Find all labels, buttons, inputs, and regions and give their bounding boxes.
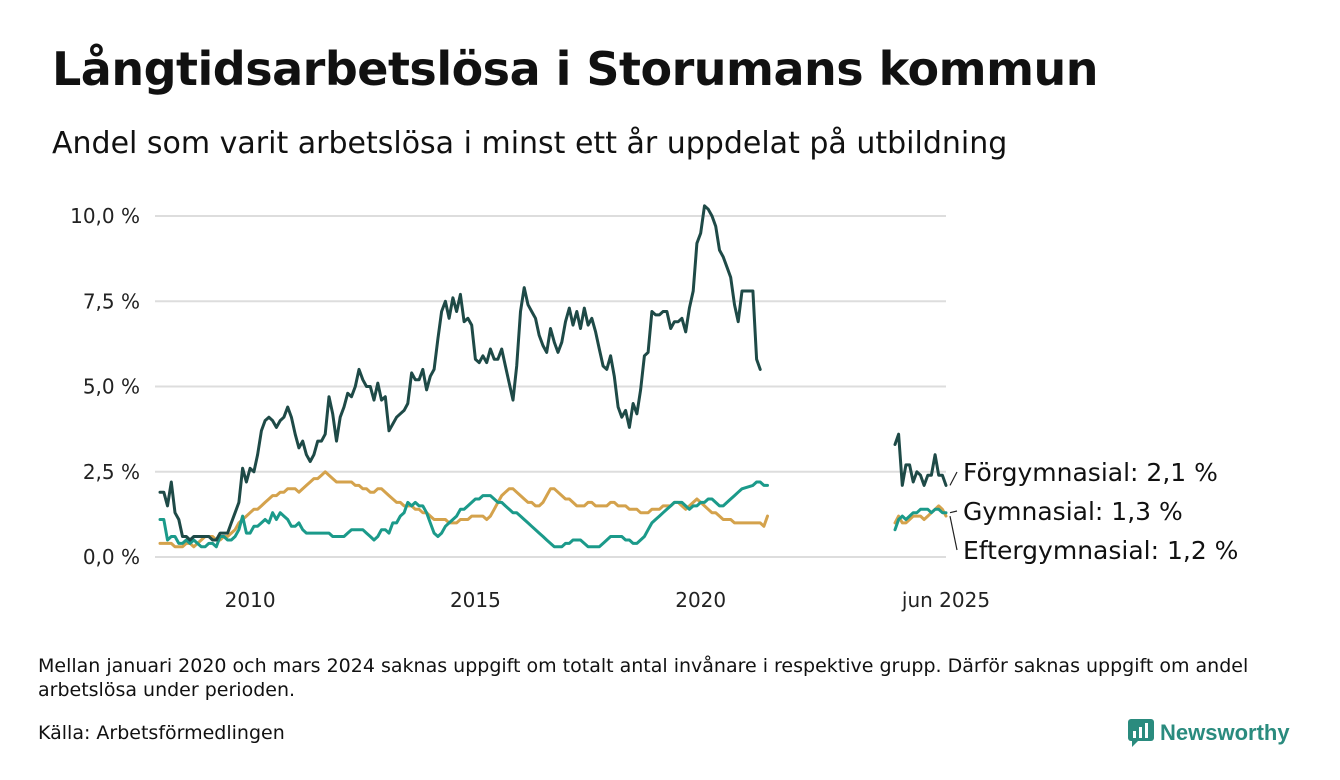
chart-subtitle: Andel som varit arbetslösa i minst ett å…: [52, 126, 1008, 161]
footnote: Mellan januari 2020 och mars 2024 saknas…: [38, 655, 1249, 701]
x-tick-label: jun 2025: [901, 588, 990, 612]
end-labels: Förgymnasial: 2,1 % Gymnasial: 1,3 % Efter…: [949, 458, 1238, 565]
end-label-gymnasial: Gymnasial: 1,3 %: [963, 497, 1183, 526]
leader-line-eftergymnasial: [949, 515, 958, 551]
source-note: Källa: Arbetsförmedlingen: [38, 722, 285, 744]
y-tick-label: 2,5 %: [83, 460, 140, 484]
y-tick-label: 10,0 %: [70, 204, 140, 228]
y-tick-label: 7,5 %: [83, 289, 140, 313]
newsworthy-logo-icon: [1128, 719, 1154, 747]
x-tick-label: 2020: [675, 588, 726, 612]
x-tick-label: 2010: [225, 588, 276, 612]
series-line-gymnasial-segment-1: [158, 480, 769, 549]
chart-title: Långtidsarbetslösa i Storumans kommun: [52, 42, 1099, 96]
leader-line-förgymnasial: [949, 471, 958, 486]
series-line-förgymnasial-segment-1: [158, 204, 762, 542]
line-chart: 0,0 % 2,5 % 5,0 % 7,5 % 10,0 % 2010 2015 2020 j…: [70, 204, 1238, 612]
end-label-eftergymnasial: Eftergymnasial: 1,2 %: [963, 536, 1238, 565]
series-line-gymnasial-segment-2: [893, 507, 948, 532]
y-tick-label: 5,0 %: [83, 375, 140, 399]
series-lines: [158, 204, 948, 549]
y-tick-label: 0,0 %: [83, 545, 140, 569]
leader-line-gymnasial: [949, 510, 958, 514]
series-line-eftergymnasial-segment-1: [158, 470, 769, 549]
y-axis-ticks: 0,0 % 2,5 % 5,0 % 7,5 % 10,0 %: [70, 204, 140, 569]
series-line-förgymnasial-segment-2: [893, 432, 948, 487]
series-line-eftergymnasial-segment-2: [893, 504, 948, 525]
grid-lines: [155, 215, 946, 558]
brand-logo: Newsworthy: [1128, 718, 1290, 748]
end-label-förgymnasial: Förgymnasial: 2,1 %: [963, 458, 1218, 487]
brand-name: Newsworthy: [1160, 720, 1290, 745]
x-axis-ticks: 2010 2015 2020 jun 2025: [225, 588, 990, 612]
x-tick-label: 2015: [450, 588, 501, 612]
